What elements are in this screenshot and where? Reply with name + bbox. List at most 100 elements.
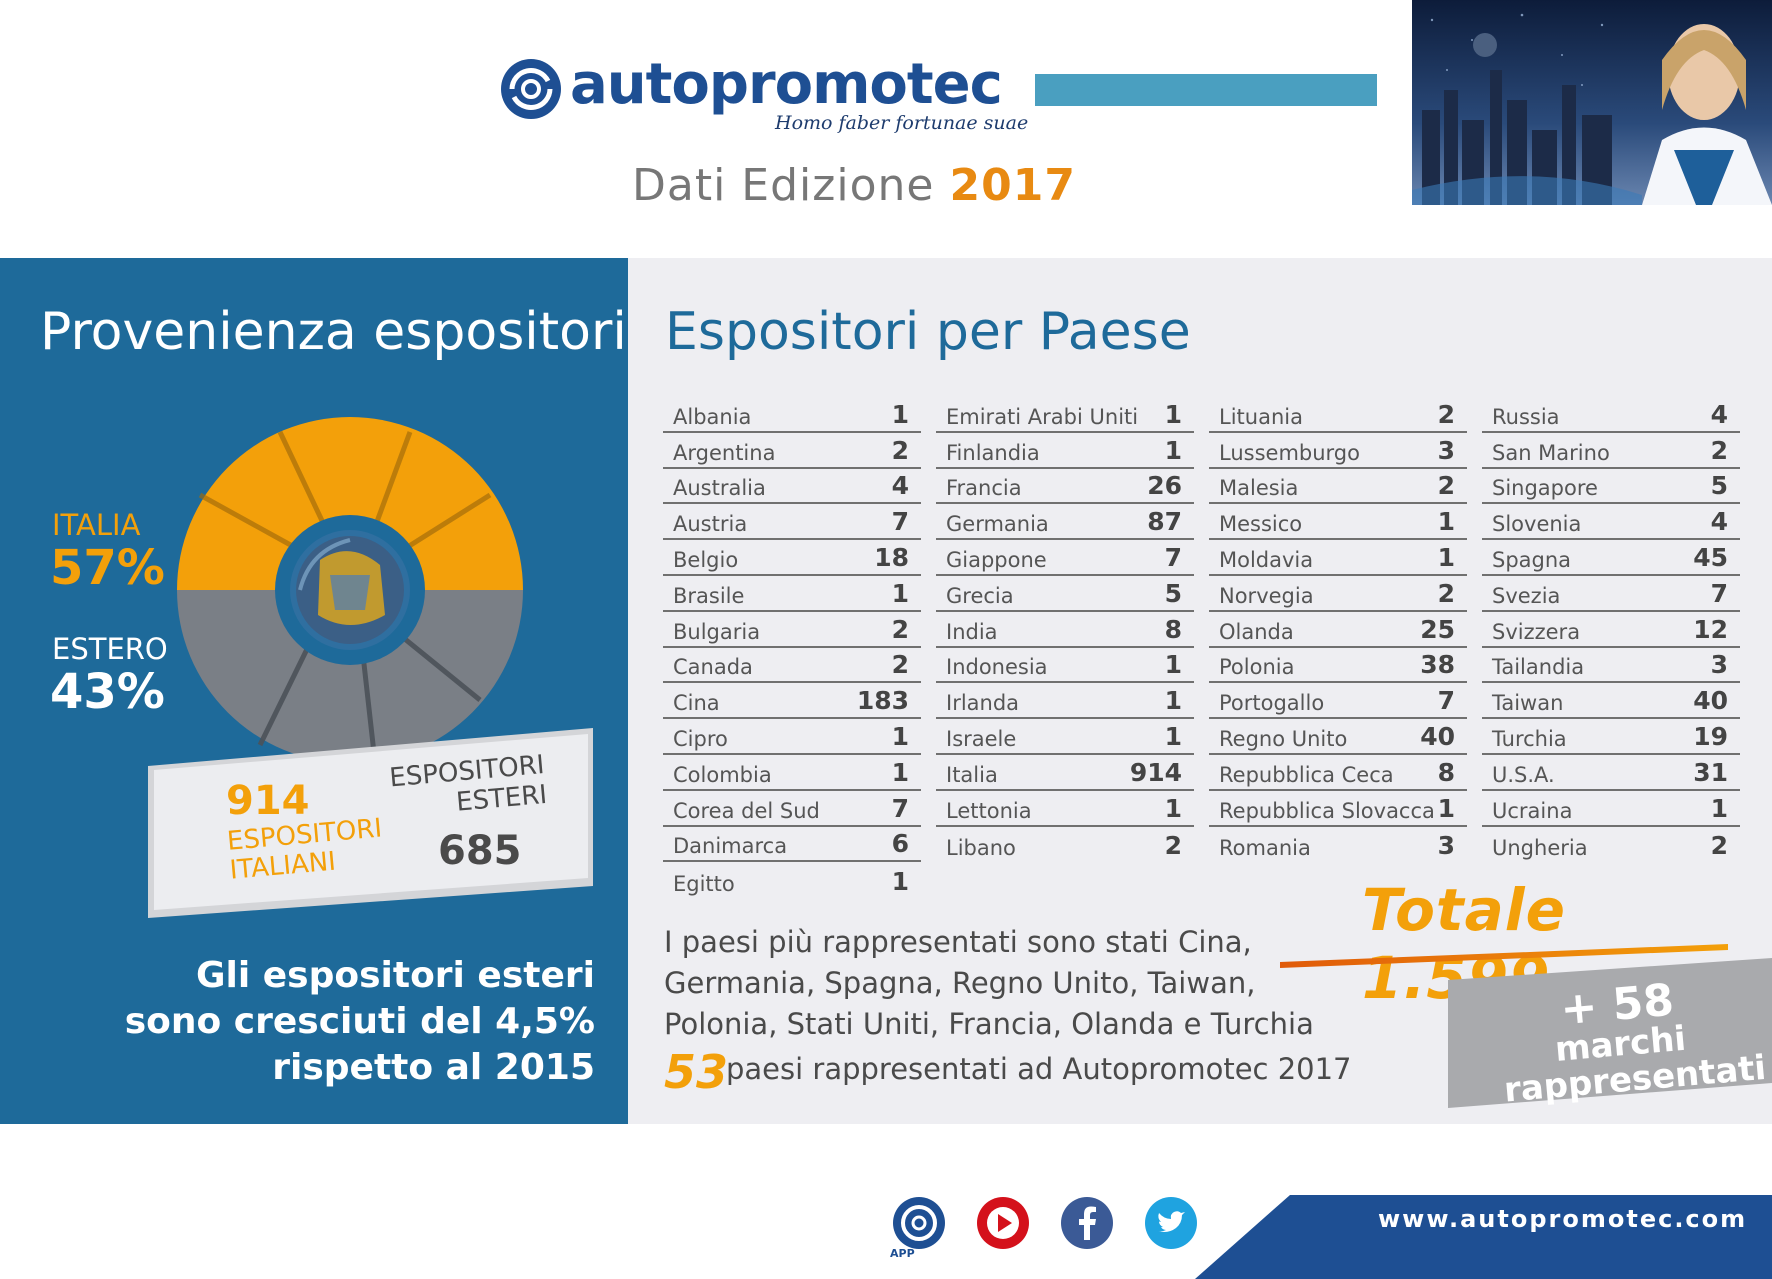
exhibitor-count: 3	[1710, 650, 1728, 680]
country-name: Australia	[673, 476, 766, 501]
table-row: Cina 183	[663, 683, 921, 720]
table-row: Israele 1	[936, 719, 1194, 755]
exhibitor-count: 19	[1693, 721, 1728, 751]
country-name: Lussemburgo	[1219, 440, 1360, 465]
country-name: Regno Unito	[1219, 726, 1348, 751]
exhibitor-count: 1	[1164, 399, 1182, 429]
table-row: Colombia 1	[663, 755, 921, 791]
country-name: Cipro	[673, 726, 728, 751]
brands-card-background	[1448, 958, 1772, 1108]
exhibitor-count: 1	[1710, 793, 1728, 823]
exhibitor-count: 31	[1693, 757, 1728, 787]
country-name: Danimarca	[673, 834, 788, 859]
exhibitor-count: 40	[1693, 686, 1728, 716]
country-name: Irlanda	[946, 691, 1020, 716]
country-name: Germania	[946, 512, 1049, 537]
table-row: Portogallo 7	[1209, 683, 1467, 720]
country-name: Indonesia	[946, 655, 1048, 680]
country-name: India	[946, 619, 998, 644]
country-name: Austria	[673, 512, 748, 537]
table-row: Canada 2	[663, 648, 921, 684]
table-row: Egitto 1	[663, 862, 921, 898]
country-name: Romania	[1219, 836, 1311, 861]
country-name: Canada	[673, 655, 753, 680]
exhibitor-count: 87	[1147, 507, 1182, 537]
estero-percent: 43%	[50, 664, 165, 720]
country-name: Turchia	[1492, 726, 1567, 751]
exhibitor-count: 4	[1710, 399, 1728, 429]
country-name: Lettonia	[946, 798, 1032, 823]
countries-count-text: paesi rappresentati ad Autopromotec 2017	[726, 1052, 1352, 1086]
table-row: Indonesia 1	[936, 648, 1194, 684]
country-name: Albania	[673, 404, 752, 429]
country-column-1: Albania 1 Argentina 2 Australia 4 Austria 7 Belg…	[663, 397, 921, 898]
table-row: Grecia 5	[936, 576, 1194, 612]
country-name: Colombia	[673, 762, 772, 787]
exhibitor-count: 914	[1129, 757, 1182, 787]
exhibitor-count: 1	[1164, 686, 1182, 716]
website-link[interactable]: www.autopromotec.com	[1378, 1205, 1748, 1233]
country-name: Emirati Arabi Uniti	[946, 404, 1139, 429]
italia-percent: 57%	[50, 540, 165, 596]
table-row: India 8	[936, 612, 1194, 648]
table-row: Olanda 25	[1209, 612, 1467, 648]
twitter-icon[interactable]	[1144, 1196, 1198, 1250]
exhibitor-count: 3	[1437, 435, 1455, 465]
top-countries-note: I paesi più rappresentati sono stati Cin…	[664, 922, 1324, 1045]
country-name: Italia	[946, 762, 998, 787]
country-name: Moldavia	[1219, 547, 1314, 572]
country-name: Egitto	[673, 872, 735, 897]
table-row: Russia 4	[1482, 397, 1740, 433]
country-name: Olanda	[1219, 619, 1294, 644]
table-row: San Marino 2	[1482, 433, 1740, 469]
country-name: Belgio	[673, 547, 739, 572]
table-row: Tailandia 3	[1482, 648, 1740, 684]
youtube-icon[interactable]	[976, 1196, 1030, 1250]
exhibitor-count: 1	[1164, 721, 1182, 751]
country-name: Norvegia	[1219, 583, 1314, 608]
table-row: Turchia 19	[1482, 719, 1740, 755]
facebook-icon[interactable]	[1060, 1196, 1114, 1250]
table-row: Spagna 45	[1482, 540, 1740, 576]
country-name: Singapore	[1492, 476, 1598, 501]
table-row: Regno Unito 40	[1209, 719, 1467, 755]
table-row: Slovenia 4	[1482, 504, 1740, 541]
total-underline	[1280, 944, 1728, 968]
table-row: Germania 87	[936, 504, 1194, 541]
exhibitor-count: 8	[1164, 614, 1182, 644]
table-row: Francia 26	[936, 469, 1194, 505]
brands-represented-text: + 58 marchi rappresentati	[1496, 975, 1767, 1111]
exhibitor-count: 7	[891, 793, 909, 823]
table-row: Messico 1	[1209, 504, 1467, 541]
table-row: Belgio 18	[663, 540, 921, 576]
exhibitor-count: 1	[1164, 793, 1182, 823]
country-name: Malesia	[1219, 476, 1299, 501]
exhibitor-count: 40	[1420, 721, 1455, 751]
exhibitor-count: 2	[1437, 471, 1455, 501]
country-name: San Marino	[1492, 440, 1610, 465]
country-name: Polonia	[1219, 655, 1295, 680]
country-name: Russia	[1492, 404, 1560, 429]
country-name: Portogallo	[1219, 691, 1325, 716]
autopromotec-app-icon[interactable]	[892, 1196, 946, 1250]
country-name: Israele	[946, 726, 1017, 751]
edition-year: 2017	[949, 160, 1076, 211]
table-row: Taiwan 40	[1482, 683, 1740, 720]
table-row: Lituania 2	[1209, 397, 1467, 433]
exhibitor-count: 1	[891, 721, 909, 751]
exhibitor-count: 1	[1164, 435, 1182, 465]
exhibitor-count: 6	[891, 829, 909, 859]
table-row: Australia 4	[663, 469, 921, 505]
table-row: Finlandia 1	[936, 433, 1194, 469]
country-name: Taiwan	[1492, 691, 1564, 716]
origin-title: Provenienza espositori	[40, 302, 627, 362]
exhibitor-count: 2	[1164, 831, 1182, 861]
autopromotec-logo-icon	[501, 59, 561, 119]
country-name: Ucraina	[1492, 798, 1573, 823]
country-name: Svezia	[1492, 583, 1561, 608]
note-line-1: I paesi più rappresentati sono stati Cin…	[664, 925, 1252, 959]
brand-name: autopromotec	[570, 52, 1003, 117]
table-row: Polonia 38	[1209, 648, 1467, 684]
table-row: Lussemburgo 3	[1209, 433, 1467, 469]
table-row: Lettonia 1	[936, 791, 1194, 827]
